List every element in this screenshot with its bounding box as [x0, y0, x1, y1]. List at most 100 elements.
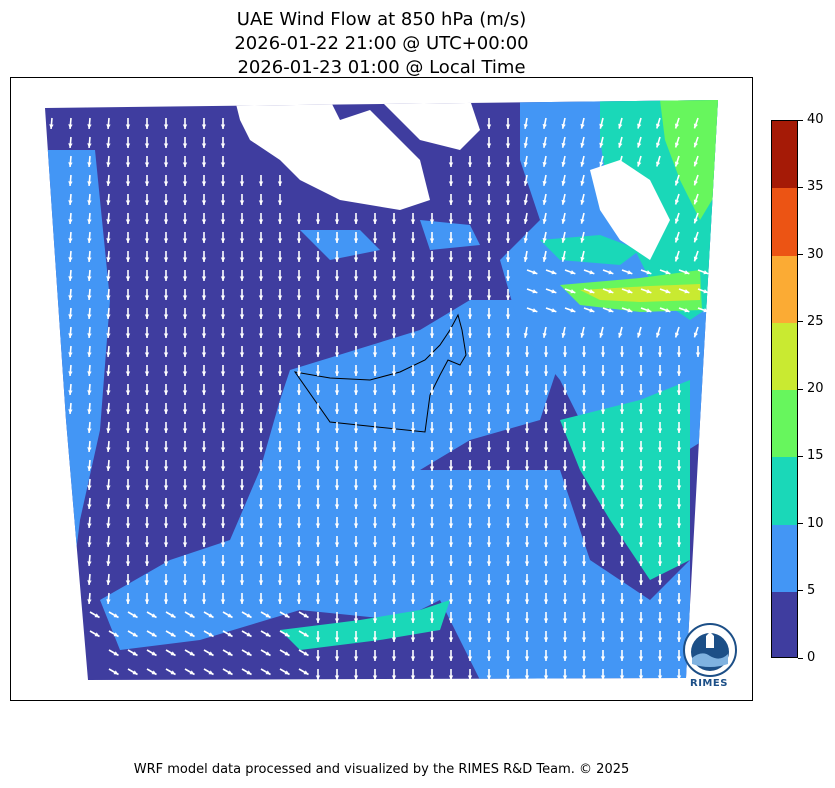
wind-arrow-head	[543, 390, 549, 395]
wind-arrow-head	[524, 485, 530, 490]
wind-arrow-head	[543, 428, 549, 433]
wind-arrow-head	[524, 675, 530, 680]
wind-arrow-head	[561, 256, 566, 262]
wind-arrow-head	[505, 181, 511, 186]
wind-arrow-head	[151, 632, 157, 637]
wind-arrow-head	[201, 580, 207, 585]
wind-arrow-head	[265, 632, 271, 637]
wind-arrow-head	[674, 218, 680, 224]
wind-arrow-head	[163, 276, 169, 281]
wind-arrow-head	[600, 599, 606, 604]
wind-arrow-head	[391, 428, 397, 433]
wind-arrow-head	[201, 390, 207, 395]
wind-arrow-head	[315, 599, 321, 604]
wind-arrow-head	[220, 523, 226, 528]
wind-arrow-head	[657, 371, 663, 376]
wind-arrow-head	[693, 237, 698, 243]
wind-arrow-head	[353, 618, 359, 623]
wind-arrow-head	[353, 371, 359, 376]
wind-arrow-head	[201, 447, 207, 452]
wind-arrow-head	[303, 651, 309, 656]
wind-arrow-head	[676, 618, 682, 623]
wind-arrow-head	[619, 390, 625, 395]
wind-arrow-head	[619, 466, 625, 471]
wind-arrow-head	[315, 257, 321, 262]
wind-arrow-head	[353, 238, 359, 243]
wind-arrow-head	[220, 447, 226, 452]
wind-arrow-head	[258, 485, 264, 490]
wind-arrow-head	[201, 485, 207, 490]
wind-arrow-head	[163, 238, 169, 243]
wind-arrow-head	[258, 333, 264, 338]
wind-arrow-head	[638, 523, 644, 528]
wind-arrow-head	[657, 352, 663, 357]
wind-arrow-head	[542, 237, 547, 243]
wind-arrow-head	[284, 651, 290, 656]
wind-arrow-head	[189, 632, 195, 637]
wind-arrow-head	[277, 276, 283, 281]
wind-arrow-head	[657, 447, 663, 452]
wind-arrow-head	[448, 561, 454, 566]
colorbar	[771, 120, 798, 658]
wind-arrow-head	[68, 124, 73, 129]
colorbar-tick-label: 15	[807, 448, 824, 464]
wind-arrow-head	[144, 333, 150, 338]
wind-arrow-head	[581, 561, 587, 566]
wind-arrow-head	[619, 485, 625, 490]
wind-arrow-head	[125, 257, 131, 262]
wind-arrow-head	[201, 504, 207, 509]
wind-arrow-head	[600, 352, 606, 357]
wind-arrow-head	[220, 276, 226, 281]
wind-arrow-head	[429, 504, 435, 509]
wind-arrow-head	[239, 466, 245, 471]
wind-arrow-head	[296, 219, 302, 224]
colorbar-tick-mark	[798, 590, 803, 592]
wind-arrow-head	[505, 542, 511, 547]
wind-arrow-head	[505, 599, 511, 604]
wind-arrow-head	[87, 257, 92, 262]
wind-arrow-head	[674, 123, 680, 129]
wind-arrow-head	[284, 632, 290, 637]
colorbar-segment	[772, 188, 797, 256]
wind-arrow-head	[220, 200, 226, 205]
wind-arrow-head	[372, 219, 378, 224]
wind-arrow-head	[600, 580, 606, 585]
wind-arrow-head	[467, 523, 473, 528]
wind-arrow-head	[239, 352, 245, 357]
wind-arrow-head	[239, 409, 245, 414]
wind-arrow-head	[486, 428, 492, 433]
wind-arrow-head	[372, 333, 378, 338]
wind-arrow-head	[618, 332, 623, 338]
wind-arrow-head	[627, 289, 633, 294]
wind-arrow-head	[561, 332, 566, 338]
wind-arrow-head	[467, 409, 473, 414]
wind-arrow-head	[637, 123, 642, 129]
wind-arrow-head	[581, 409, 587, 414]
wind-arrow-head	[505, 200, 511, 205]
wind-arrow-head	[391, 447, 397, 452]
wind-arrow-head	[619, 504, 625, 509]
wind-arrow-head	[144, 485, 150, 490]
wind-arrow-head	[684, 289, 690, 294]
wind-arrow-head	[277, 542, 283, 547]
wind-arrow-head	[125, 219, 131, 224]
wind-arrow-head	[448, 447, 454, 452]
wind-arrow-head	[220, 428, 226, 433]
wind-arrow-head	[258, 466, 264, 471]
wind-arrow-head	[410, 466, 416, 471]
wind-arrow-head	[125, 352, 131, 357]
wind-arrow-head	[106, 428, 111, 433]
wind-arrow-head	[87, 181, 92, 186]
wind-arrow-head	[334, 561, 340, 566]
wind-arrow-head	[665, 270, 671, 275]
wind-arrow-head	[239, 181, 245, 186]
wind-arrow-head	[220, 143, 226, 148]
wind-arrow-head	[87, 371, 92, 376]
wind-arrow-head	[448, 409, 454, 414]
wind-arrow-head	[68, 295, 73, 300]
wind-arrow-head	[532, 308, 538, 313]
wind-arrow-head	[220, 504, 226, 509]
wind-arrow-head	[125, 390, 131, 395]
wind-arrow-head	[676, 390, 682, 395]
wind-arrow-head	[182, 257, 188, 262]
